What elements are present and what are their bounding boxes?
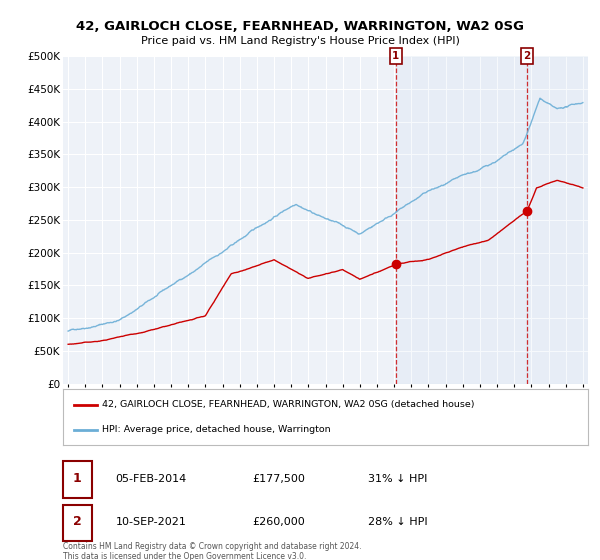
Text: 42, GAIRLOCH CLOSE, FEARNHEAD, WARRINGTON, WA2 0SG (detached house): 42, GAIRLOCH CLOSE, FEARNHEAD, WARRINGTO…: [103, 400, 475, 409]
Text: 28% ↓ HPI: 28% ↓ HPI: [367, 517, 427, 527]
Text: 2: 2: [73, 515, 82, 529]
Bar: [527, 56, 592, 384]
FancyBboxPatch shape: [63, 505, 92, 541]
Text: £177,500: £177,500: [252, 474, 305, 484]
Text: Price paid vs. HM Land Registry's House Price Index (HPI): Price paid vs. HM Land Registry's House …: [140, 36, 460, 46]
Text: HPI: Average price, detached house, Warrington: HPI: Average price, detached house, Warr…: [103, 425, 331, 434]
Text: 2: 2: [523, 51, 531, 61]
Text: 05-FEB-2014: 05-FEB-2014: [115, 474, 187, 484]
Text: 42, GAIRLOCH CLOSE, FEARNHEAD, WARRINGTON, WA2 0SG: 42, GAIRLOCH CLOSE, FEARNHEAD, WARRINGTO…: [76, 20, 524, 32]
Text: 31% ↓ HPI: 31% ↓ HPI: [367, 474, 427, 484]
Text: Contains HM Land Registry data © Crown copyright and database right 2024.
This d: Contains HM Land Registry data © Crown c…: [63, 542, 361, 560]
FancyBboxPatch shape: [63, 461, 92, 498]
Bar: [396, 56, 527, 384]
Text: 1: 1: [73, 472, 82, 485]
Text: 1: 1: [392, 51, 400, 61]
Text: £260,000: £260,000: [252, 517, 305, 527]
Text: 10-SEP-2021: 10-SEP-2021: [115, 517, 187, 527]
